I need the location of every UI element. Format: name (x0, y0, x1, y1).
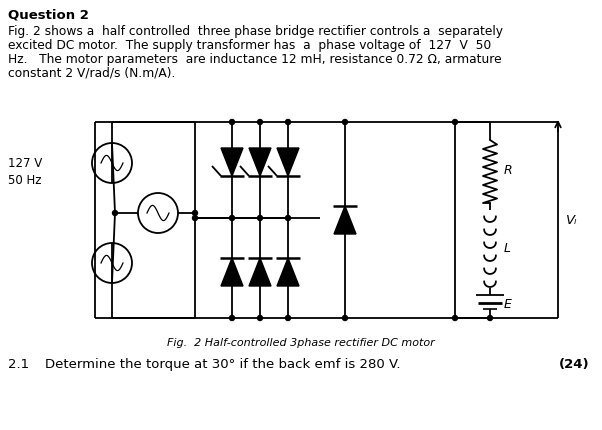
Circle shape (258, 316, 262, 320)
Polygon shape (334, 206, 356, 234)
Circle shape (229, 316, 235, 320)
Text: (24): (24) (559, 358, 590, 371)
Circle shape (113, 211, 117, 215)
Circle shape (343, 120, 347, 125)
Polygon shape (221, 148, 243, 176)
Circle shape (453, 120, 458, 125)
Circle shape (193, 211, 197, 215)
Circle shape (488, 316, 492, 320)
Text: Determine the torque at 30° if the back emf is 280 V.: Determine the torque at 30° if the back … (45, 358, 400, 371)
Circle shape (285, 316, 291, 320)
Text: 2.1: 2.1 (8, 358, 29, 371)
Circle shape (193, 215, 197, 221)
Text: 127 V: 127 V (8, 157, 42, 170)
Text: Hz.   The motor parameters  are inductance 12 mH, resistance 0.72 Ω, armature: Hz. The motor parameters are inductance … (8, 53, 501, 66)
Polygon shape (249, 148, 271, 176)
Text: E: E (504, 298, 512, 311)
Text: Fig.  2 Half-controlled 3phase rectifier DC motor: Fig. 2 Half-controlled 3phase rectifier … (167, 338, 435, 348)
Text: constant 2 V/rad/s (N.m/A).: constant 2 V/rad/s (N.m/A). (8, 67, 175, 80)
Circle shape (285, 215, 291, 221)
Circle shape (285, 120, 291, 125)
Polygon shape (249, 258, 271, 286)
Polygon shape (277, 148, 299, 176)
Circle shape (258, 215, 262, 221)
Circle shape (229, 215, 235, 221)
Circle shape (229, 120, 235, 125)
Circle shape (343, 316, 347, 320)
Text: L: L (504, 242, 511, 255)
Text: excited DC motor.  The supply transformer has  a  phase voltage of  127  V  50: excited DC motor. The supply transformer… (8, 39, 491, 52)
Circle shape (258, 120, 262, 125)
Polygon shape (277, 258, 299, 286)
Circle shape (453, 316, 458, 320)
Text: Question 2: Question 2 (8, 8, 89, 21)
Text: R: R (504, 163, 513, 176)
Text: 50 Hz: 50 Hz (8, 174, 42, 187)
Text: Vₗ: Vₗ (566, 214, 577, 227)
Text: Fig. 2 shows a  half controlled  three phase bridge rectifier controls a  separa: Fig. 2 shows a half controlled three pha… (8, 25, 503, 38)
Polygon shape (221, 258, 243, 286)
